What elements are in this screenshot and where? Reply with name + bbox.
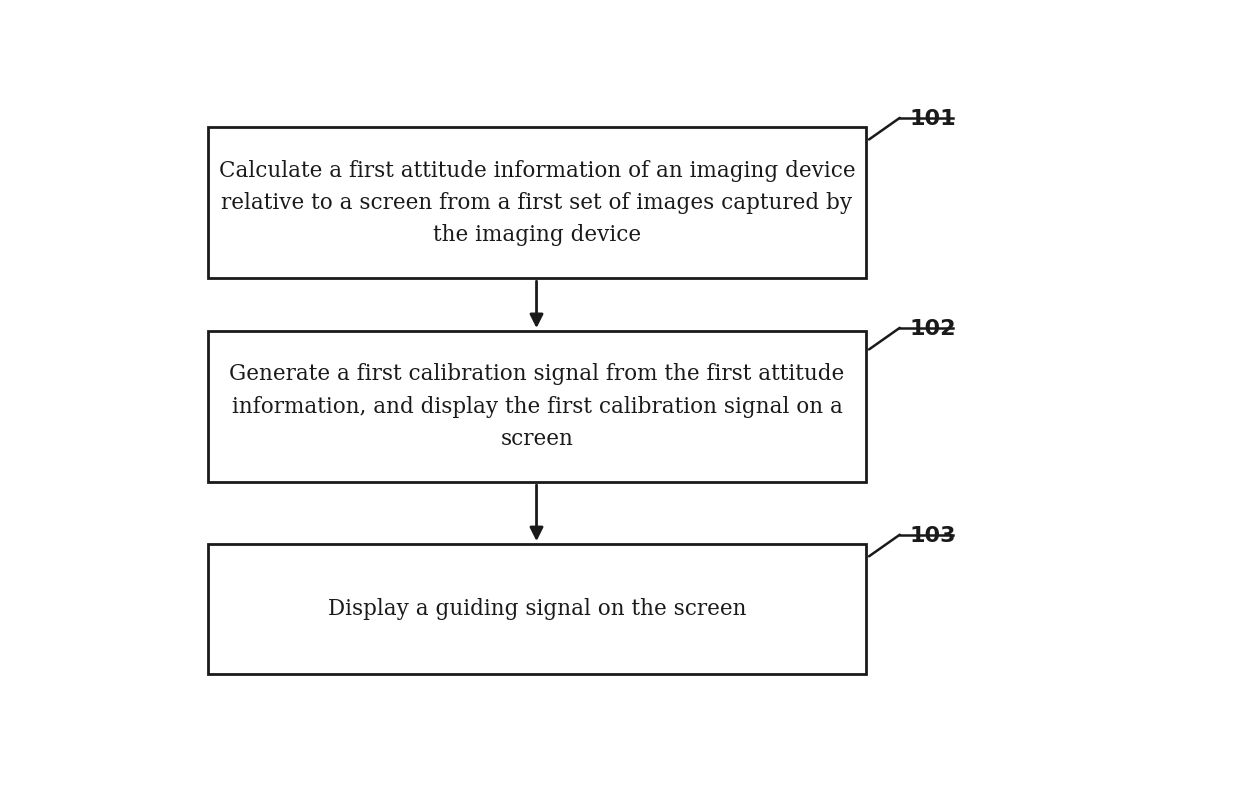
Bar — [208, 544, 867, 674]
Text: Display a guiding signal on the screen: Display a guiding signal on the screen — [327, 597, 746, 620]
Text: 103: 103 — [909, 526, 956, 546]
Text: 101: 101 — [909, 109, 956, 129]
Text: Generate a first calibration signal from the first attitude
information, and dis: Generate a first calibration signal from… — [229, 363, 844, 450]
Bar — [208, 331, 867, 482]
Text: Calculate a first attitude information of an imaging device
relative to a screen: Calculate a first attitude information o… — [218, 160, 856, 246]
Text: 102: 102 — [909, 319, 956, 339]
Bar — [208, 128, 867, 278]
